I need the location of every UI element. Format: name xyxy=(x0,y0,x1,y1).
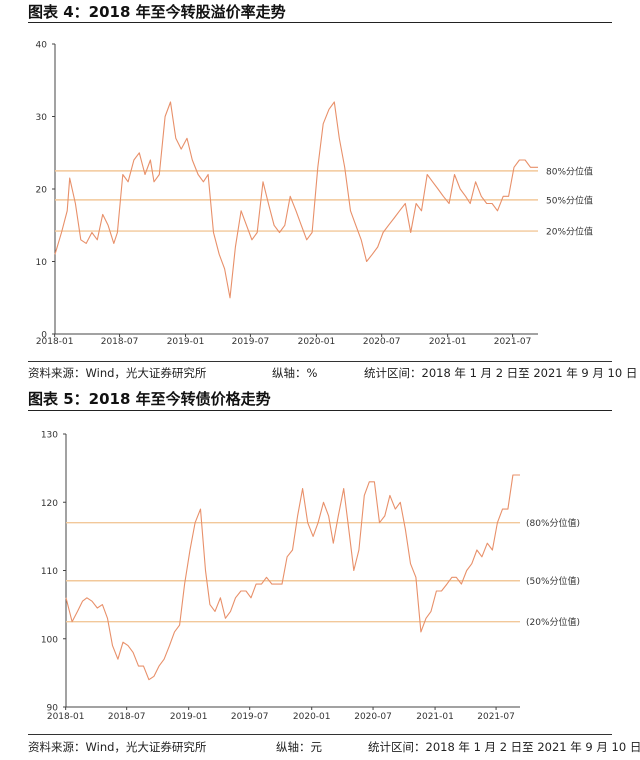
x-tick-label: 2018-07 xyxy=(108,712,146,722)
figure-5-axis-note: 纵轴：元 xyxy=(276,740,322,754)
percentile-label: 20%分位值 xyxy=(546,226,593,238)
figure-5-title: 图表 5：2018 年至今转债价格走势 xyxy=(28,390,271,408)
x-tick-label: 2020-07 xyxy=(363,337,401,347)
figure-5-interval: 统计区间：2018 年 1 月 2 日至 2021 年 9 月 10 日 xyxy=(368,740,640,754)
y-tick-label: 10 xyxy=(36,258,48,268)
figure-4-title: 图表 4：2018 年至今转股溢价率走势 xyxy=(28,3,286,21)
x-tick-label: 2021-07 xyxy=(494,337,532,347)
y-tick-label: 100 xyxy=(41,635,58,645)
x-tick-label: 2021-01 xyxy=(416,712,454,722)
x-tick-label: 2018-01 xyxy=(47,712,85,722)
x-tick-label: 2021-01 xyxy=(429,337,467,347)
x-tick-label: 2019-07 xyxy=(231,712,269,722)
series-line xyxy=(54,101,538,299)
percentile-label: 80%分位值 xyxy=(546,165,593,177)
x-tick-label: 2019-01 xyxy=(167,337,205,347)
x-tick-label: 2020-01 xyxy=(298,337,336,347)
premium-rate-chart: 0 10 20 30 40 2018-01 2018-07 2019-01 2019-07 202… xyxy=(36,41,593,348)
y-tick-label: 0 xyxy=(41,331,47,341)
figure-5-bottom-rule xyxy=(28,734,612,735)
figure-4-interval: 统计区间：2018 年 1 月 2 日至 2021 年 9 月 10 日 xyxy=(364,366,638,380)
percentile-label: (80%分位值) xyxy=(526,517,580,529)
figure-4-axis-note: 纵轴：% xyxy=(272,366,318,380)
percentile-label: 50%分位值 xyxy=(546,194,593,206)
y-tick-label: 120 xyxy=(41,499,58,509)
y-tick-label: 90 xyxy=(47,704,59,714)
y-tick-label: 130 xyxy=(41,431,58,441)
x-tick-label: 2019-07 xyxy=(232,337,270,347)
figure-5-title-rule xyxy=(28,410,612,411)
y-tick-label: 110 xyxy=(41,567,58,577)
series-line xyxy=(65,474,520,681)
bond-price-chart: 90 100 110 120 130 2018-01 2018-07 2019-01 2019-… xyxy=(41,431,580,723)
x-tick-label: 2020-01 xyxy=(293,712,331,722)
x-tick-label: 2018-07 xyxy=(101,337,139,347)
percentile-label: (50%分位值) xyxy=(526,575,580,587)
figure-4-source: 资料来源：Wind，光大证券研究所 xyxy=(28,366,207,380)
y-tick-label: 40 xyxy=(36,41,48,51)
y-tick-label: 20 xyxy=(36,186,48,196)
figure-4-bottom-rule xyxy=(28,361,612,362)
x-tick-label: 2021-07 xyxy=(477,712,515,722)
x-tick-label: 2019-01 xyxy=(170,712,208,722)
figure-4-title-rule xyxy=(28,22,612,23)
y-tick-label: 30 xyxy=(36,113,48,123)
figure-5-source: 资料来源：Wind，光大证券研究所 xyxy=(28,740,207,754)
x-tick-label: 2020-07 xyxy=(354,712,392,722)
percentile-label: (20%分位值) xyxy=(526,616,580,628)
x-tick-label: 2018-01 xyxy=(36,337,74,347)
